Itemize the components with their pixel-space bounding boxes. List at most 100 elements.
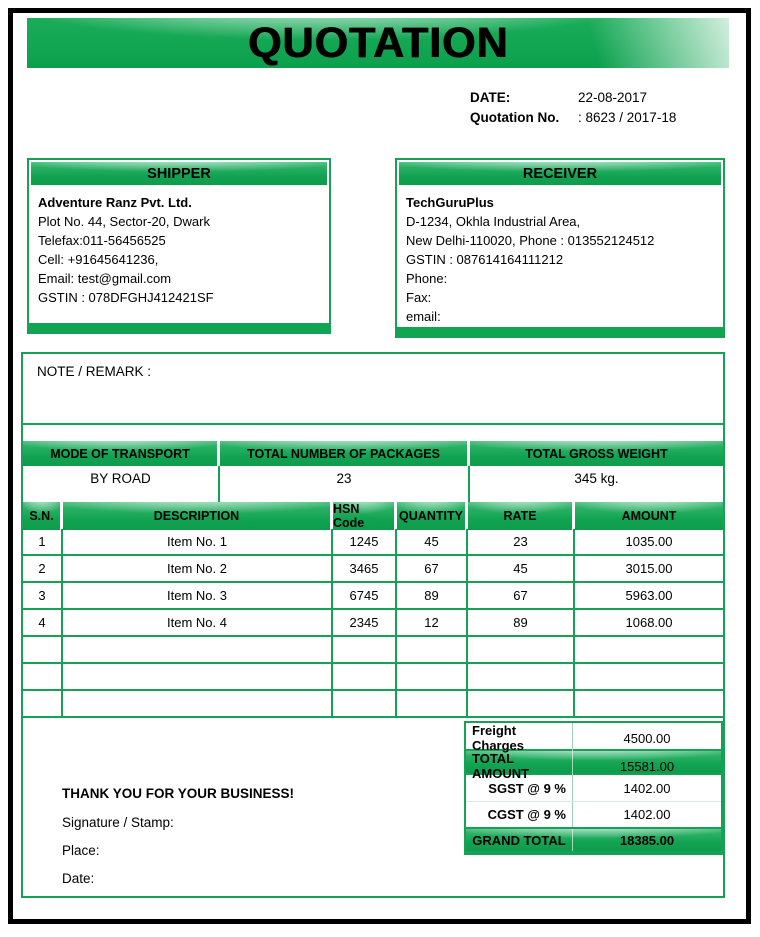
items-header-quantity: QUANTITY (397, 502, 468, 530)
receiver-email-line: email: (406, 309, 441, 324)
items-header-rate: RATE (468, 502, 575, 530)
shipper-cell-line: Cell: +91645641236, (38, 252, 159, 267)
table-row: 3 Item No. 3 6745 89 67 5963.00 (23, 583, 723, 610)
grand-total-label: GRAND TOTAL (466, 829, 573, 851)
shipper-name: Adventure Ranz Pvt. Ltd. (38, 195, 192, 210)
sn-cell: 2 (23, 556, 63, 581)
receiver-city-phone-line: New Delhi-110020, Phone : 013552124512 (406, 233, 655, 248)
amount-cell: 1068.00 (625, 615, 673, 630)
amount-cell: 5963.00 (625, 588, 673, 603)
note-remark-label: NOTE / REMARK : (37, 364, 152, 379)
description-cell: Item No. 1 (63, 529, 333, 554)
quantity-cell: 45 (397, 529, 468, 554)
quotation-meta: DATE: 22-08-2017 Quotation No. : 8623 / … (470, 87, 730, 127)
table-row: 1 Item No. 1 1245 45 23 1035.00 (23, 529, 723, 556)
hsn-cell (333, 664, 397, 689)
freight-charges-value: 4500.00 (623, 730, 671, 746)
receiver-address-line: D-1234, Okhla Industrial Area, (406, 214, 581, 229)
hsn-cell (333, 637, 397, 662)
table-row: 4 Item No. 4 2345 12 89 1068.00 (23, 610, 723, 637)
transport-header-packages: TOTAL NUMBER OF PACKAGES (220, 441, 470, 466)
total-amount-value: 15581.00 (619, 758, 675, 774)
sgst-label: SGST @ 9 % (466, 775, 573, 801)
summary-table: Freight Charges 4500.00 TOTAL AMOUNT 155… (464, 721, 723, 855)
items-header-amount: AMOUNT (575, 502, 723, 530)
hsn-cell: 6745 (333, 583, 397, 608)
hsn-cell: 3465 (333, 556, 397, 581)
rate-cell (468, 637, 575, 662)
items-header-hsn: HSN Code (333, 502, 397, 530)
sgst-value: 1402.00 (623, 780, 671, 796)
description-cell (63, 691, 333, 716)
hsn-cell: 2345 (333, 610, 397, 635)
place-label: Place: (62, 843, 100, 858)
hsn-cell (333, 691, 397, 716)
bottom-section: THANK YOU FOR YOUR BUSINESS! Signature /… (23, 718, 723, 896)
rate-cell: 23 (468, 529, 575, 554)
amount-cell: 1035.00 (625, 534, 673, 549)
transport-header-mode: MODE OF TRANSPORT (23, 441, 220, 466)
transport-header-weight: TOTAL GROSS WEIGHT (470, 441, 723, 466)
shipper-header: SHIPPER (31, 162, 327, 185)
amount-cell (575, 637, 723, 662)
freight-charges-label: Freight Charges (466, 723, 573, 753)
transport-mode-value: BY ROAD (23, 466, 220, 502)
rate-cell: 67 (468, 583, 575, 608)
grand-total-value: 18385.00 (619, 832, 675, 848)
description-cell: Item No. 2 (63, 556, 333, 581)
total-amount-row: TOTAL AMOUNT 15581.00 (466, 749, 721, 781)
sn-cell (23, 637, 63, 662)
amount-cell (575, 691, 723, 716)
description-cell: Item No. 3 (63, 583, 333, 608)
hsn-cell: 1245 (333, 529, 397, 554)
sn-cell: 1 (23, 529, 63, 554)
main-box: NOTE / REMARK : MODE OF TRANSPORT TOTAL … (21, 352, 725, 898)
shipper-details: Adventure Ranz Pvt. Ltd. Plot No. 44, Se… (29, 187, 329, 307)
transport-packages-value: 23 (220, 466, 470, 502)
cgst-row: CGST @ 9 % 1402.00 (466, 801, 721, 827)
date-label: DATE: (470, 89, 511, 105)
receiver-fax-line: Fax: (406, 290, 432, 305)
quantity-cell (397, 691, 468, 716)
items-header-description: DESCRIPTION (63, 502, 333, 530)
quantity-cell (397, 637, 468, 662)
receiver-details: TechGuruPlus D-1234, Okhla Industrial Ar… (397, 187, 723, 326)
date-value: 22-08-2017 (578, 89, 648, 105)
quotation-no-value: : 8623 / 2017-18 (578, 109, 677, 125)
cgst-value: 1402.00 (623, 807, 671, 822)
amount-cell: 3015.00 (625, 561, 673, 576)
signature-stamp-label: Signature / Stamp: (62, 815, 174, 830)
freight-charges-row: Freight Charges 4500.00 (466, 723, 721, 753)
date-row: DATE: 22-08-2017 (470, 87, 730, 107)
items-header-sn: S.N. (23, 502, 63, 530)
shipper-bottom-strip (29, 323, 329, 332)
receiver-name: TechGuruPlus (406, 195, 494, 210)
shipper-email-line: Email: test@gmail.com (38, 271, 172, 286)
sn-cell: 3 (23, 583, 63, 608)
sn-cell (23, 691, 63, 716)
grand-total-row: GRAND TOTAL 18385.00 (466, 827, 721, 853)
cgst-label: CGST @ 9 % (466, 802, 573, 827)
quotation-no-row: Quotation No. : 8623 / 2017-18 (470, 107, 730, 127)
description-cell: Item No. 4 (63, 610, 333, 635)
items-header-row: S.N. DESCRIPTION HSN Code QUANTITY RATE … (23, 502, 723, 530)
table-row-empty (23, 637, 723, 664)
quantity-cell: 67 (397, 556, 468, 581)
shipper-telefax-line: Telefax:011-56456525 (38, 233, 166, 248)
receiver-gstin-line: GSTIN : 087614164111212 (406, 252, 564, 267)
shipper-gstin-line: GSTIN : 078DFGHJ412421SF (38, 290, 214, 305)
rate-cell: 45 (468, 556, 575, 581)
transport-header-row: MODE OF TRANSPORT TOTAL NUMBER OF PACKAG… (23, 441, 723, 466)
sn-cell: 4 (23, 610, 63, 635)
date-field-label: Date: (62, 871, 95, 886)
note-remark-area: NOTE / REMARK : (23, 354, 723, 425)
rate-cell (468, 691, 575, 716)
table-row-empty (23, 691, 723, 718)
shipper-address-line: Plot No. 44, Sector-20, Dwark (38, 214, 210, 229)
description-cell (63, 637, 333, 662)
rate-cell (468, 664, 575, 689)
table-row-empty (23, 664, 723, 691)
title-banner: QUOTATION (27, 18, 729, 68)
transport-values-row: BY ROAD 23 345 kg. (23, 466, 723, 502)
description-cell (63, 664, 333, 689)
